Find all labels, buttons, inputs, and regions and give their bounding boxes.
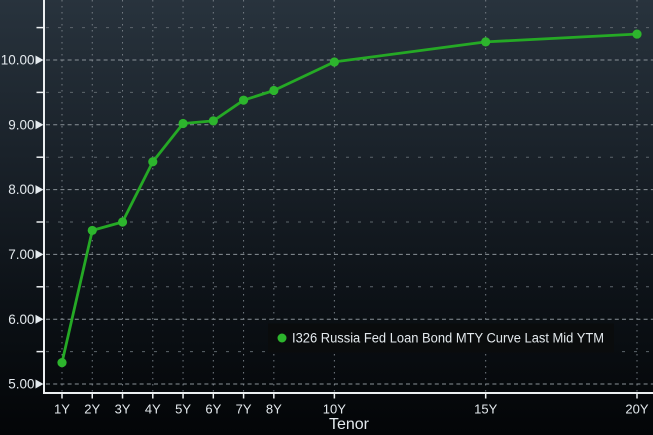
x-tick-label: 7Y	[236, 402, 252, 417]
data-point-1y	[57, 358, 67, 368]
x-tick-label: 8Y	[266, 402, 282, 417]
axes	[43, 0, 653, 394]
y-axis-ticks: 5.00 6.00 7.00 8.00 9.00 10.00	[1, 26, 44, 392]
y-tick-arrow-icon	[35, 185, 44, 195]
legend-box[interactable]	[268, 323, 614, 353]
x-tick-label: 4Y	[145, 402, 161, 417]
legend-label: I326 Russia Fed Loan Bond MTY Curve Last…	[292, 331, 604, 346]
y-tick-arrow-icon	[35, 379, 44, 389]
data-point-6y	[208, 116, 218, 126]
x-tick-label: 3Y	[115, 402, 131, 417]
data-point-7y	[238, 95, 249, 105]
x-tick-label: 10Y	[323, 402, 346, 417]
y-tick-arrow-icon	[35, 314, 44, 324]
x-tick-label: 6Y	[205, 402, 221, 417]
x-tick-label: 15Y	[474, 402, 497, 417]
data-point-4y	[148, 157, 158, 167]
data-point-8y	[269, 85, 279, 96]
data-point-15y	[481, 37, 491, 47]
data-point-2y	[87, 225, 97, 236]
x-tick-label: 2Y	[84, 402, 100, 417]
y-tick-label: 7.00	[8, 247, 34, 262]
x-axis-title: Tenor	[329, 416, 370, 433]
y-tick-label: 9.00	[8, 117, 34, 132]
series-group	[57, 29, 642, 368]
y-tick-label: 6.00	[8, 312, 34, 327]
legend-marker-icon	[277, 333, 287, 343]
x-tick-label: 5Y	[175, 402, 191, 417]
y-tick-arrow-icon	[35, 55, 44, 65]
y-tick-label: 5.00	[8, 377, 34, 392]
y-tick-arrow-icon	[35, 249, 44, 259]
x-tick-label: 1Y	[54, 402, 70, 417]
y-tick-arrow-icon	[35, 120, 44, 130]
x-axis-ticks: 1Y 2Y 3Y 4Y 5Y 6Y 7Y 8Y 10Y 15Y 20Y	[54, 392, 649, 417]
data-point-3y	[117, 217, 128, 227]
data-point-10y	[329, 57, 339, 67]
data-point-5y	[178, 118, 188, 129]
y-tick-label: 8.00	[8, 182, 34, 197]
x-tick-label: 20Y	[625, 402, 648, 417]
data-point-20y	[632, 29, 642, 39]
y-tick-label: 10.00	[1, 53, 35, 68]
legend: I326 Russia Fed Loan Bond MTY Curve Last…	[268, 323, 614, 353]
